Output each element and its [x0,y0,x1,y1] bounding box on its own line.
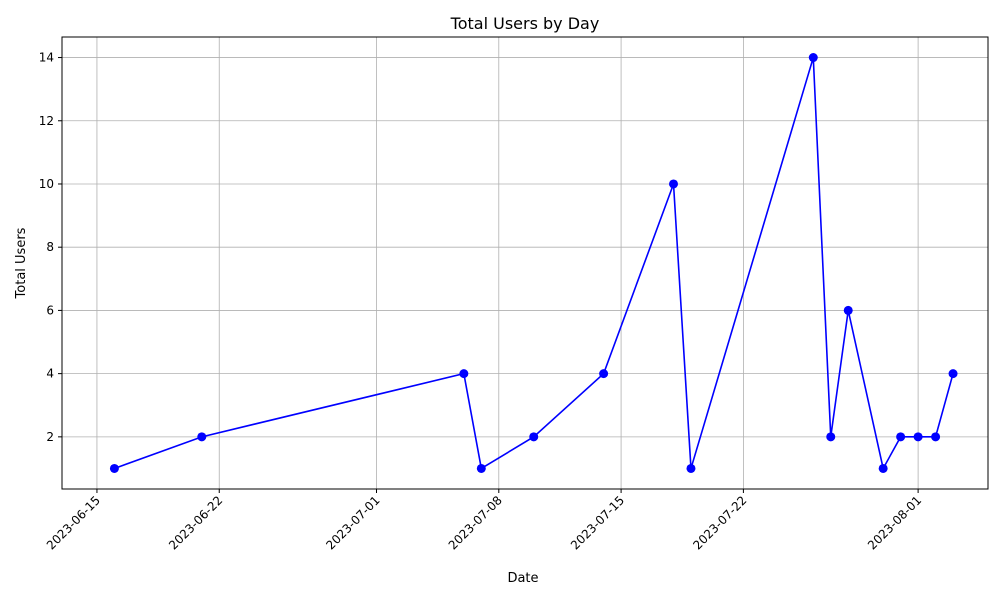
data-point [686,464,695,473]
data-point [914,432,923,441]
data-point [529,432,538,441]
series-line [114,58,953,469]
data-point [809,53,818,62]
x-axis-ticks: 2023-06-15 2023-06-22 2023-07-01 2023-07-08… [44,489,924,552]
y-tick-label: 8 [46,240,54,254]
y-tick-label: 10 [39,177,54,191]
data-point [197,432,206,441]
series-users [110,53,958,473]
plot-frame [62,37,988,489]
data-point [669,179,678,188]
y-tick-label: 2 [46,430,54,444]
y-tick-label: 14 [39,51,54,65]
y-tick-label: 6 [46,303,54,317]
y-axis-ticks: 2 4 6 8 10 12 14 [39,51,62,444]
chart-title: Total Users by Day [450,14,600,33]
y-tick-label: 4 [46,367,54,381]
y-tick-label: 12 [39,114,54,128]
data-point [879,464,888,473]
data-point [599,369,608,378]
x-tick-label: 2023-07-22 [690,493,749,552]
x-tick-label: 2023-07-15 [568,493,627,552]
data-point [949,369,958,378]
grid-lines [62,37,988,489]
x-axis-label: Date [507,571,538,586]
data-point [477,464,486,473]
x-tick-label: 2023-08-01 [865,493,924,552]
data-point [826,432,835,441]
data-point [459,369,468,378]
data-point [110,464,119,473]
data-point [931,432,940,441]
data-point [844,306,853,315]
x-tick-label: 2023-06-15 [44,493,103,552]
x-tick-label: 2023-07-01 [323,493,382,552]
y-axis-label: Total Users [14,227,29,299]
data-point [896,432,905,441]
x-tick-label: 2023-07-08 [446,493,505,552]
x-tick-label: 2023-06-22 [166,493,225,552]
